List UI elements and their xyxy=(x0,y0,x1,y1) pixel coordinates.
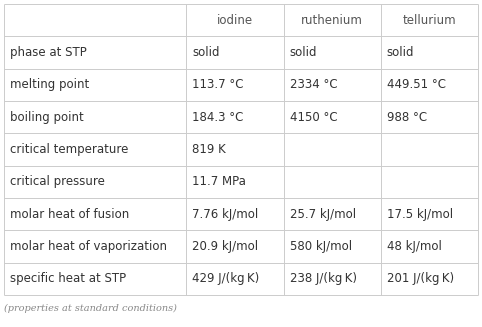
Text: boiling point: boiling point xyxy=(10,111,84,124)
Text: 819 K: 819 K xyxy=(192,143,226,156)
Text: 580 kJ/mol: 580 kJ/mol xyxy=(290,240,352,253)
Text: solid: solid xyxy=(192,46,220,59)
Text: tellurium: tellurium xyxy=(402,14,456,27)
Text: solid: solid xyxy=(290,46,317,59)
Text: molar heat of vaporization: molar heat of vaporization xyxy=(10,240,167,253)
Text: critical pressure: critical pressure xyxy=(10,175,105,188)
Text: 449.51 °C: 449.51 °C xyxy=(387,78,446,91)
Text: ruthenium: ruthenium xyxy=(301,14,363,27)
Text: 11.7 MPa: 11.7 MPa xyxy=(192,175,246,188)
Text: molar heat of fusion: molar heat of fusion xyxy=(10,208,129,221)
Text: specific heat at STP: specific heat at STP xyxy=(10,272,126,285)
Text: 238 J/(kg K): 238 J/(kg K) xyxy=(290,272,357,285)
Text: 4150 °C: 4150 °C xyxy=(290,111,337,124)
Text: solid: solid xyxy=(387,46,415,59)
Text: 429 J/(kg K): 429 J/(kg K) xyxy=(192,272,260,285)
Text: 988 °C: 988 °C xyxy=(387,111,427,124)
Text: 7.76 kJ/mol: 7.76 kJ/mol xyxy=(192,208,259,221)
Text: 48 kJ/mol: 48 kJ/mol xyxy=(387,240,442,253)
Text: iodine: iodine xyxy=(217,14,253,27)
Text: melting point: melting point xyxy=(10,78,89,91)
Text: 184.3 °C: 184.3 °C xyxy=(192,111,244,124)
Text: (properties at standard conditions): (properties at standard conditions) xyxy=(4,303,177,313)
Text: 20.9 kJ/mol: 20.9 kJ/mol xyxy=(192,240,259,253)
Text: critical temperature: critical temperature xyxy=(10,143,128,156)
Text: 201 J/(kg K): 201 J/(kg K) xyxy=(387,272,454,285)
Text: 25.7 kJ/mol: 25.7 kJ/mol xyxy=(290,208,356,221)
Text: 113.7 °C: 113.7 °C xyxy=(192,78,244,91)
Text: 17.5 kJ/mol: 17.5 kJ/mol xyxy=(387,208,453,221)
Text: phase at STP: phase at STP xyxy=(10,46,87,59)
Text: 2334 °C: 2334 °C xyxy=(290,78,337,91)
